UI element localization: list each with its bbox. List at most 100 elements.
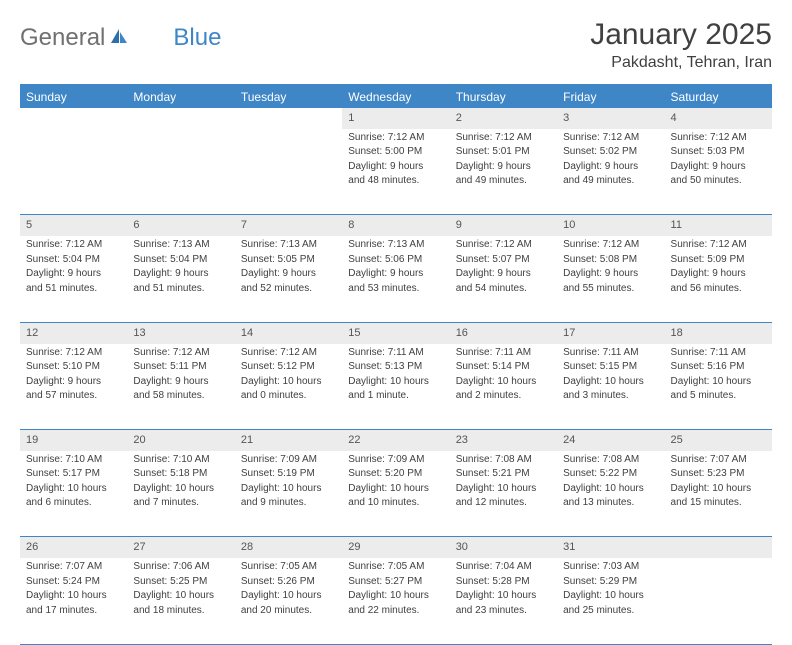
day-body-cell: Sunrise: 7:10 AMSunset: 5:18 PMDaylight:… [127,451,234,537]
day-body-cell: Sunrise: 7:13 AMSunset: 5:06 PMDaylight:… [342,236,449,322]
day-detail-line: and 12 minutes. [456,496,551,510]
day-detail-line: Sunset: 5:16 PM [671,360,766,374]
day-number-row: 567891011 [20,215,772,236]
day-detail-line: Sunrise: 7:05 AM [241,560,336,574]
day-detail-line: and 56 minutes. [671,282,766,296]
day-detail-line: and 48 minutes. [348,174,443,188]
day-detail-line: Sunrise: 7:03 AM [563,560,658,574]
day-detail-line: and 22 minutes. [348,604,443,618]
day-number-row: 262728293031 [20,537,772,558]
day-number-cell [235,108,342,129]
day-body-cell [235,129,342,215]
day-detail-line: and 49 minutes. [456,174,551,188]
day-number-cell: 28 [235,537,342,558]
day-body-cell: Sunrise: 7:04 AMSunset: 5:28 PMDaylight:… [450,558,557,644]
day-detail-line: Daylight: 10 hours [671,482,766,496]
day-number-cell: 16 [450,322,557,343]
day-detail-line: and 7 minutes. [133,496,228,510]
day-detail-line: Sunrise: 7:09 AM [348,453,443,467]
weekday-header: Friday [557,85,664,108]
location-text: Pakdasht, Tehran, Iran [590,54,772,72]
day-detail-line: and 9 minutes. [241,496,336,510]
day-detail-line: Sunset: 5:01 PM [456,145,551,159]
day-number-cell: 30 [450,537,557,558]
day-detail-line: Sunrise: 7:07 AM [26,560,121,574]
day-detail-line: Sunset: 5:19 PM [241,467,336,481]
day-detail-line: Daylight: 10 hours [26,589,121,603]
day-detail-line: Sunset: 5:09 PM [671,253,766,267]
day-detail-line: Sunset: 5:08 PM [563,253,658,267]
day-detail-line: Sunset: 5:15 PM [563,360,658,374]
day-detail-line: Daylight: 10 hours [241,589,336,603]
day-detail-line: and 51 minutes. [133,282,228,296]
day-detail-line: Daylight: 9 hours [563,267,658,281]
day-detail-line: Sunrise: 7:12 AM [456,131,551,145]
day-detail-line: Daylight: 9 hours [26,375,121,389]
day-body-cell: Sunrise: 7:12 AMSunset: 5:03 PMDaylight:… [665,129,772,215]
day-detail-line: Sunrise: 7:10 AM [26,453,121,467]
day-detail-line: and 23 minutes. [456,604,551,618]
weekday-header: Saturday [665,85,772,108]
day-detail-line: Sunrise: 7:12 AM [563,238,658,252]
day-number-cell: 31 [557,537,664,558]
day-body-cell: Sunrise: 7:05 AMSunset: 5:26 PMDaylight:… [235,558,342,644]
day-body-cell: Sunrise: 7:10 AMSunset: 5:17 PMDaylight:… [20,451,127,537]
day-body-cell: Sunrise: 7:08 AMSunset: 5:21 PMDaylight:… [450,451,557,537]
day-detail-line: Sunrise: 7:13 AM [348,238,443,252]
day-detail-line: Daylight: 9 hours [348,160,443,174]
day-detail-line: Sunset: 5:06 PM [348,253,443,267]
day-body-cell: Sunrise: 7:06 AMSunset: 5:25 PMDaylight:… [127,558,234,644]
day-detail-line: Daylight: 10 hours [671,375,766,389]
day-detail-line: Sunrise: 7:12 AM [26,238,121,252]
day-detail-line: Daylight: 10 hours [241,482,336,496]
day-detail-line: Sunset: 5:22 PM [563,467,658,481]
day-body-cell: Sunrise: 7:12 AMSunset: 5:07 PMDaylight:… [450,236,557,322]
day-detail-line: Daylight: 9 hours [133,375,228,389]
day-detail-line: Sunset: 5:27 PM [348,575,443,589]
day-number-cell: 15 [342,322,449,343]
day-detail-line: Sunrise: 7:12 AM [241,346,336,360]
day-detail-line: Sunrise: 7:09 AM [241,453,336,467]
day-detail-line: Sunset: 5:14 PM [456,360,551,374]
day-detail-line: Sunset: 5:20 PM [348,467,443,481]
weekday-header: Wednesday [342,85,449,108]
day-detail-line: Sunrise: 7:12 AM [671,238,766,252]
day-detail-line: Sunrise: 7:12 AM [456,238,551,252]
day-detail-line: Sunset: 5:04 PM [133,253,228,267]
day-detail-line: and 10 minutes. [348,496,443,510]
day-body-cell: Sunrise: 7:11 AMSunset: 5:13 PMDaylight:… [342,344,449,430]
day-number-cell: 25 [665,430,772,451]
weekday-header: Tuesday [235,85,342,108]
day-detail-line: Daylight: 10 hours [563,482,658,496]
day-number-cell: 8 [342,215,449,236]
day-body-cell: Sunrise: 7:09 AMSunset: 5:20 PMDaylight:… [342,451,449,537]
day-detail-line: Daylight: 10 hours [348,375,443,389]
day-body-row: Sunrise: 7:07 AMSunset: 5:24 PMDaylight:… [20,558,772,644]
day-detail-line: and 2 minutes. [456,389,551,403]
day-detail-line: and 49 minutes. [563,174,658,188]
day-number-cell [665,537,772,558]
day-detail-line: and 57 minutes. [26,389,121,403]
day-detail-line: Sunrise: 7:12 AM [563,131,658,145]
day-detail-line: Daylight: 9 hours [26,267,121,281]
day-number-cell: 4 [665,108,772,129]
day-body-cell: Sunrise: 7:12 AMSunset: 5:10 PMDaylight:… [20,344,127,430]
day-number-cell: 2 [450,108,557,129]
day-detail-line: and 5 minutes. [671,389,766,403]
day-detail-line: Sunset: 5:10 PM [26,360,121,374]
day-detail-line: Daylight: 10 hours [456,482,551,496]
day-number-cell: 22 [342,430,449,451]
logo: General Blue [20,18,221,52]
calendar-table: Sunday Monday Tuesday Wednesday Thursday… [20,84,772,645]
day-detail-line: Daylight: 10 hours [26,482,121,496]
day-body-cell: Sunrise: 7:13 AMSunset: 5:05 PMDaylight:… [235,236,342,322]
day-number-cell: 6 [127,215,234,236]
day-body-cell: Sunrise: 7:09 AMSunset: 5:19 PMDaylight:… [235,451,342,537]
day-detail-line: and 51 minutes. [26,282,121,296]
day-body-cell: Sunrise: 7:12 AMSunset: 5:09 PMDaylight:… [665,236,772,322]
day-detail-line: Sunset: 5:18 PM [133,467,228,481]
day-detail-line: Sunrise: 7:11 AM [348,346,443,360]
day-number-cell: 23 [450,430,557,451]
day-number-cell: 27 [127,537,234,558]
day-detail-line: Sunset: 5:11 PM [133,360,228,374]
